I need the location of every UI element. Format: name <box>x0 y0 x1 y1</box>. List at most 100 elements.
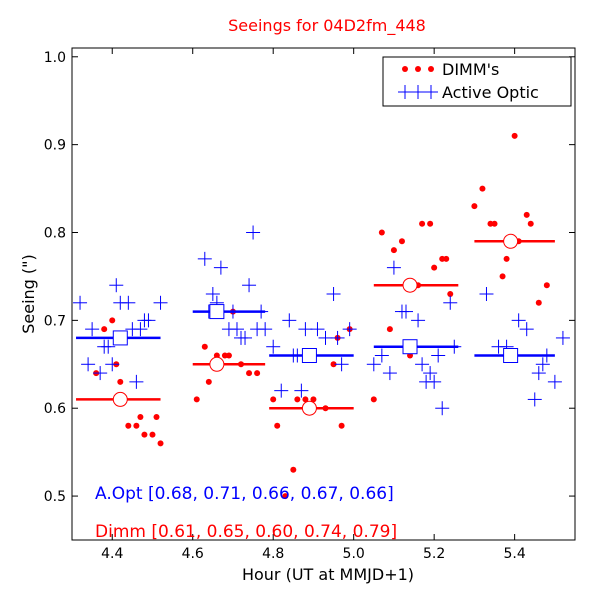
aopt-point-53 <box>415 357 430 372</box>
dimm-point-50 <box>491 220 498 227</box>
aopt-mean-marker-2 <box>301 348 317 363</box>
aopt-point-66 <box>527 392 542 407</box>
dimm-point-35 <box>378 229 385 236</box>
dimm-point-43 <box>431 264 438 271</box>
plot-frame <box>71 47 576 541</box>
x-tick-label-2: 4.8 <box>262 546 284 562</box>
dimm-point-4 <box>117 378 124 385</box>
axis-ticks: 4.4 4.6 4.8 5.0 5.2 5.4 0.5 0.6 0.7 0.8 0.9 1.0 <box>44 48 575 562</box>
aopt-point-43 <box>334 357 349 372</box>
aopt-point-70 <box>547 374 562 389</box>
aopt-point-3 <box>93 366 108 381</box>
dimm-point-37 <box>390 247 397 254</box>
dimm-point-42 <box>427 220 434 227</box>
aopt-point-7 <box>109 278 124 293</box>
dimm-mean-marker-0 <box>112 391 128 407</box>
dimm-point-21 <box>254 370 261 377</box>
legend-dimm-dot-0 <box>402 66 408 72</box>
aopt-point-41 <box>326 287 341 301</box>
dimm-point-5 <box>125 422 132 429</box>
dimm-point-25 <box>290 466 297 473</box>
dimm-mean-marker-1 <box>209 356 225 372</box>
aopt-mean-marker-3 <box>402 339 418 355</box>
aopt-point-59 <box>443 295 458 310</box>
aopt-mean-marker-4 <box>503 348 519 363</box>
aopt-point-44 <box>342 322 357 337</box>
dimm-point-56 <box>527 220 534 227</box>
dimm-mean-marker-3 <box>402 277 418 293</box>
dimm-point-30 <box>330 361 337 368</box>
aopt-point-1 <box>81 357 96 372</box>
dimm-point-58 <box>543 282 550 289</box>
aopt-point-37 <box>298 322 313 337</box>
dimm-point-7 <box>137 414 144 420</box>
dimm-point-48 <box>479 185 486 192</box>
plot-area <box>73 132 570 500</box>
aopt-point-16 <box>197 251 212 266</box>
aopt-point-33 <box>282 313 297 328</box>
x-axis-label: Hour (UT at MMJD+1) <box>242 565 414 584</box>
legend-aopt-plus-1 <box>411 85 425 99</box>
dimm-point-36 <box>386 326 393 333</box>
aopt-point-26 <box>242 278 257 293</box>
dimm-point-9 <box>149 431 156 438</box>
dimm-point-17 <box>225 352 232 359</box>
aopt-point-42 <box>330 330 345 345</box>
dimm-point-27 <box>302 396 309 403</box>
aopt-point-14 <box>141 313 156 328</box>
aopt-point-39 <box>310 322 325 337</box>
dimm-point-38 <box>398 238 405 245</box>
aopt-mean-marker-1 <box>209 304 225 320</box>
aopt-point-56 <box>427 374 442 389</box>
aopt-point-71 <box>555 330 570 345</box>
legend-dimm-dot-1 <box>415 66 421 72</box>
aopt-point-18 <box>205 287 220 301</box>
dimm-point-52 <box>503 255 510 262</box>
aopt-point-57 <box>431 348 446 363</box>
x-tick-label-1: 4.6 <box>182 546 204 562</box>
aopt-point-47 <box>382 366 397 381</box>
aopt-point-36 <box>294 383 309 398</box>
aopt-point-23 <box>229 322 244 337</box>
dimm-point-55 <box>523 211 530 218</box>
dimm-point-13 <box>201 343 208 350</box>
dimm-point-32 <box>338 422 345 429</box>
aopt-point-46 <box>374 348 389 363</box>
dimm-point-28 <box>310 396 317 403</box>
aopt-point-0 <box>73 295 88 310</box>
y-tick-label-1: 0.6 <box>44 401 66 417</box>
dimm-mean-marker-2 <box>301 400 317 416</box>
dimm-point-34 <box>370 396 377 403</box>
aopt-point-45 <box>366 357 381 372</box>
aopt-annotation: A.Opt [0.68, 0.71, 0.66, 0.67, 0.66] <box>95 484 394 504</box>
legend: DIMM's Active Optic <box>382 56 572 107</box>
y-tick-label-0: 0.5 <box>44 489 66 505</box>
legend-aopt-plus-2 <box>424 85 438 99</box>
x-tick-label-3: 5.0 <box>343 546 365 562</box>
chart-title: Seeings for 04D2fm_448 <box>228 16 426 36</box>
legend-aopt-label: Active Optic <box>442 83 539 102</box>
aopt-point-5 <box>101 339 116 354</box>
aopt-point-6 <box>105 357 120 372</box>
y-tick-label-3: 0.8 <box>44 226 66 242</box>
dimm-point-6 <box>133 422 140 429</box>
dimm-point-53 <box>511 132 518 139</box>
aopt-point-30 <box>258 322 273 337</box>
dimm-annotation: Dimm [0.61, 0.65, 0.60, 0.74, 0.79] <box>95 522 397 542</box>
aopt-point-64 <box>511 313 526 328</box>
aopt-point-61 <box>479 287 494 301</box>
dimm-mean-marker-4 <box>503 233 519 249</box>
aopt-point-58 <box>435 401 450 416</box>
aopt-point-27 <box>246 225 261 240</box>
dimm-point-41 <box>419 220 426 227</box>
aopt-point-68 <box>535 357 550 372</box>
dimm-point-47 <box>471 203 478 210</box>
y-tick-label-4: 0.9 <box>44 138 66 154</box>
dimm-point-51 <box>499 273 506 280</box>
dimm-point-26 <box>294 396 301 403</box>
aopt-point-31 <box>266 339 281 354</box>
legend-aopt-plus-0 <box>398 85 412 99</box>
legend-box <box>382 56 572 107</box>
y-axis-label: Seeing (") <box>19 254 38 334</box>
